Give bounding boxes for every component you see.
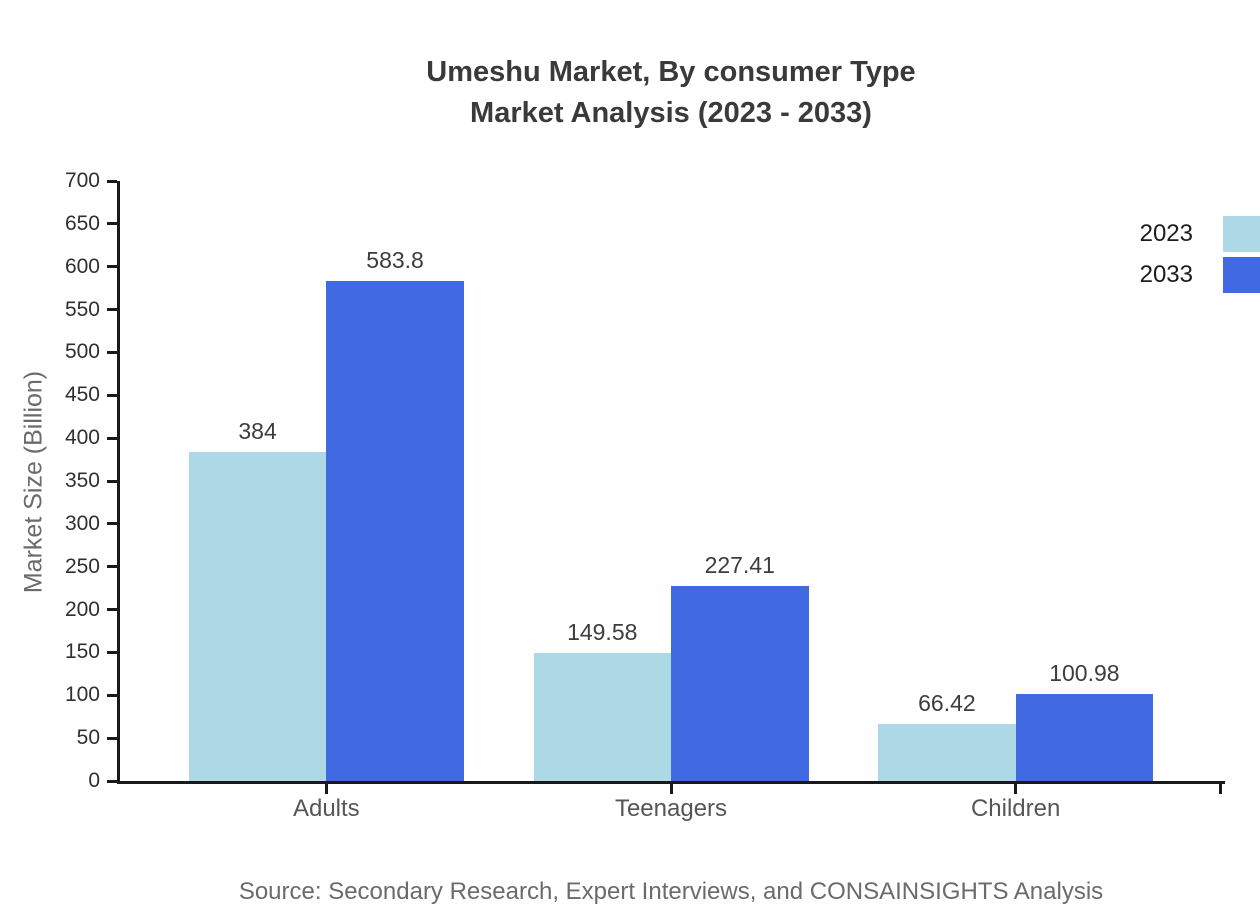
bar-value-label: 227.41: [704, 552, 775, 579]
y-axis-tick: [107, 222, 117, 226]
y-axis-tick: [107, 393, 117, 397]
bar-value-label: 149.58: [567, 618, 638, 645]
y-axis-tick: [107, 479, 117, 483]
y-axis-tick-label: 450: [64, 383, 100, 407]
bar-value-label: 100.98: [1049, 660, 1120, 687]
y-axis-tick: [107, 522, 117, 526]
plot-area: 0 50 100 150 200 250 300 350 400 450 500 550 600 650 7…: [65, 169, 1225, 822]
legend-label: 2033: [1139, 261, 1193, 288]
y-axis-tick-label: 350: [64, 469, 100, 492]
x-axis-tick: [324, 784, 328, 794]
x-axis-category-label: Adults: [292, 795, 360, 822]
y-axis-tick: [107, 565, 117, 569]
y-axis-tick: [107, 350, 117, 354]
y-axis-tick: [107, 736, 117, 740]
y-axis-tick-label: 0: [88, 769, 100, 792]
source-note: Source: Secondary Research, Expert Inter…: [238, 878, 1104, 905]
legend-label: 2023: [1139, 220, 1193, 247]
x-axis-tick: [669, 784, 673, 794]
legend-item-2023: 2023: [1140, 216, 1260, 252]
y-axis-tick: [107, 308, 117, 312]
y-axis-tick-label: 250: [64, 554, 100, 578]
legend-item-2033: 2033: [1140, 257, 1260, 293]
y-axis-tick-label: 100: [64, 683, 100, 707]
bar-2033-adults: [326, 280, 464, 781]
y-axis-tick-label: 550: [64, 297, 100, 321]
bar-2033-teenagers: [671, 586, 809, 781]
x-axis-line: [117, 781, 1225, 784]
bar-2023-adults: [188, 451, 327, 781]
x-axis-category-label: Children: [970, 795, 1061, 822]
y-axis-tick: [107, 779, 117, 783]
bar-2033-children: [1015, 694, 1154, 781]
legend-swatch: [1223, 216, 1260, 252]
bar-2023-children: [878, 724, 1016, 781]
y-axis-line: [117, 181, 120, 784]
y-axis-tick: [107, 693, 117, 697]
x-axis-end-tick: [1219, 784, 1222, 794]
y-axis-tick: [107, 608, 117, 612]
chart-title: Umeshu Market, By consumer Type Market A…: [120, 52, 1222, 134]
y-axis-tick-label: 200: [64, 597, 100, 621]
y-axis-tick-label: 650: [64, 211, 100, 235]
chart-title-line1: Umeshu Market, By consumer Type: [426, 56, 916, 88]
bar-2023-teenagers: [533, 652, 671, 781]
x-axis-category-label: Teenagers: [614, 795, 728, 822]
legend-swatch: [1223, 257, 1260, 293]
bar-value-label: 583.8: [366, 246, 424, 273]
y-axis-tick-label: 400: [64, 426, 100, 450]
y-axis-tick-label: 600: [64, 254, 100, 278]
y-axis-tick: [107, 179, 117, 183]
y-axis-tick-label: 50: [76, 726, 100, 750]
bar-value-label: 66.42: [918, 690, 976, 717]
y-axis-tick: [107, 265, 117, 269]
bar-value-label: 384: [238, 417, 277, 444]
y-axis-tick: [107, 436, 117, 440]
legend: 2023 2033: [1140, 216, 1260, 298]
y-axis-tick: [107, 650, 117, 654]
y-axis-tick-label: 300: [64, 511, 100, 535]
x-axis-tick: [1014, 784, 1018, 794]
chart-title-line2: Market Analysis (2023 - 2033): [470, 97, 872, 129]
y-axis-tick-label: 700: [64, 169, 100, 192]
y-axis-tick-label: 150: [64, 640, 100, 664]
y-axis-tick-label: 500: [64, 340, 100, 364]
